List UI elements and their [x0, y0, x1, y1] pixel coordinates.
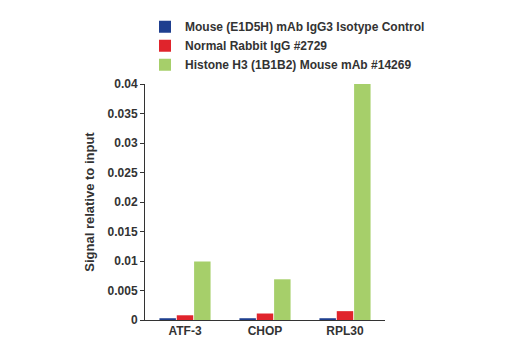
svg-text:Signal relative to input: Signal relative to input: [82, 132, 97, 272]
svg-text:0.01: 0.01: [114, 254, 138, 268]
svg-text:ATF-3: ATF-3: [168, 324, 201, 338]
svg-text:0.005: 0.005: [108, 284, 138, 298]
svg-text:RPL30: RPL30: [326, 324, 364, 338]
svg-text:0.04: 0.04: [114, 77, 138, 91]
svg-text:0.035: 0.035: [108, 107, 138, 121]
svg-text:CHOP: CHOP: [248, 324, 283, 338]
svg-text:Histone H3 (1B1B2) Mouse mAb #: Histone H3 (1B1B2) Mouse mAb #14269: [185, 58, 411, 72]
svg-text:0.02: 0.02: [114, 195, 138, 209]
svg-text:0.025: 0.025: [108, 166, 138, 180]
svg-text:0.015: 0.015: [108, 225, 138, 239]
svg-text:0: 0: [131, 313, 138, 327]
svg-text:0.03: 0.03: [114, 136, 138, 150]
svg-text:Mouse (E1D5H) mAb IgG3 Isotype: Mouse (E1D5H) mAb IgG3 Isotype Control: [185, 20, 424, 34]
svg-text:Normal Rabbit IgG #2729: Normal Rabbit IgG #2729: [185, 39, 327, 53]
